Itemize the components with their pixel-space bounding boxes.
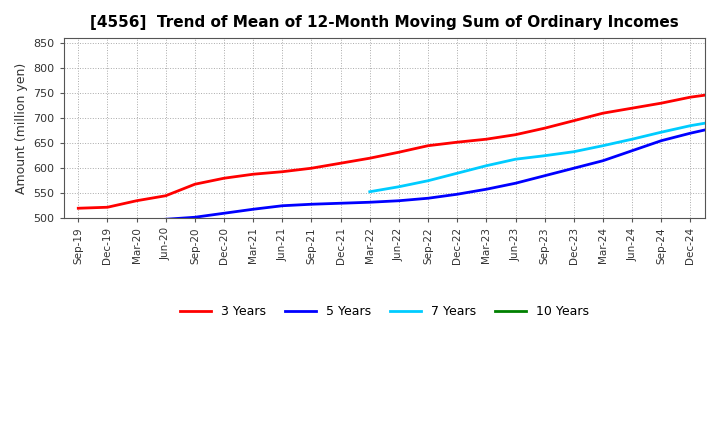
3 Years	[511, 132, 520, 137]
3 Years	[249, 172, 258, 177]
3 Years	[278, 169, 287, 174]
5 Years	[657, 138, 665, 143]
3 Years	[103, 205, 112, 210]
3 Years	[220, 176, 228, 181]
3 Years	[161, 193, 170, 198]
7 Years	[366, 189, 374, 194]
5 Years	[686, 131, 695, 136]
3 Years	[657, 100, 665, 106]
3 Years	[628, 106, 636, 111]
7 Years	[540, 153, 549, 158]
7 Years	[424, 178, 433, 183]
5 Years	[482, 187, 491, 192]
5 Years	[336, 201, 345, 206]
5 Years	[540, 173, 549, 178]
5 Years	[715, 124, 720, 129]
5 Years	[278, 203, 287, 209]
3 Years	[598, 110, 607, 116]
7 Years	[511, 157, 520, 162]
3 Years	[570, 118, 578, 123]
5 Years	[511, 180, 520, 186]
5 Years	[249, 207, 258, 212]
5 Years	[598, 158, 607, 163]
3 Years	[366, 156, 374, 161]
3 Years	[482, 136, 491, 142]
7 Years	[395, 184, 403, 189]
5 Years	[570, 165, 578, 171]
5 Years	[395, 198, 403, 203]
Line: 5 Years: 5 Years	[166, 83, 720, 219]
5 Years	[453, 191, 462, 197]
Y-axis label: Amount (million yen): Amount (million yen)	[15, 62, 28, 194]
7 Years	[628, 136, 636, 142]
5 Years	[191, 215, 199, 220]
3 Years	[74, 205, 83, 211]
7 Years	[657, 129, 665, 135]
7 Years	[570, 149, 578, 154]
3 Years	[424, 143, 433, 148]
7 Years	[482, 163, 491, 169]
7 Years	[453, 171, 462, 176]
7 Years	[686, 123, 695, 128]
Title: [4556]  Trend of Mean of 12-Month Moving Sum of Ordinary Incomes: [4556] Trend of Mean of 12-Month Moving …	[90, 15, 679, 30]
Legend: 3 Years, 5 Years, 7 Years, 10 Years: 3 Years, 5 Years, 7 Years, 10 Years	[175, 300, 594, 323]
5 Years	[628, 148, 636, 154]
7 Years	[715, 118, 720, 123]
7 Years	[598, 143, 607, 148]
5 Years	[161, 216, 170, 222]
3 Years	[307, 165, 316, 171]
Line: 7 Years: 7 Years	[370, 113, 720, 192]
3 Years	[191, 182, 199, 187]
3 Years	[715, 91, 720, 96]
5 Years	[220, 211, 228, 216]
5 Years	[366, 200, 374, 205]
5 Years	[424, 196, 433, 201]
3 Years	[336, 161, 345, 166]
Line: 3 Years: 3 Years	[78, 42, 720, 208]
3 Years	[540, 125, 549, 131]
5 Years	[307, 202, 316, 207]
3 Years	[453, 139, 462, 145]
3 Years	[395, 150, 403, 155]
3 Years	[132, 198, 141, 203]
3 Years	[686, 95, 695, 100]
